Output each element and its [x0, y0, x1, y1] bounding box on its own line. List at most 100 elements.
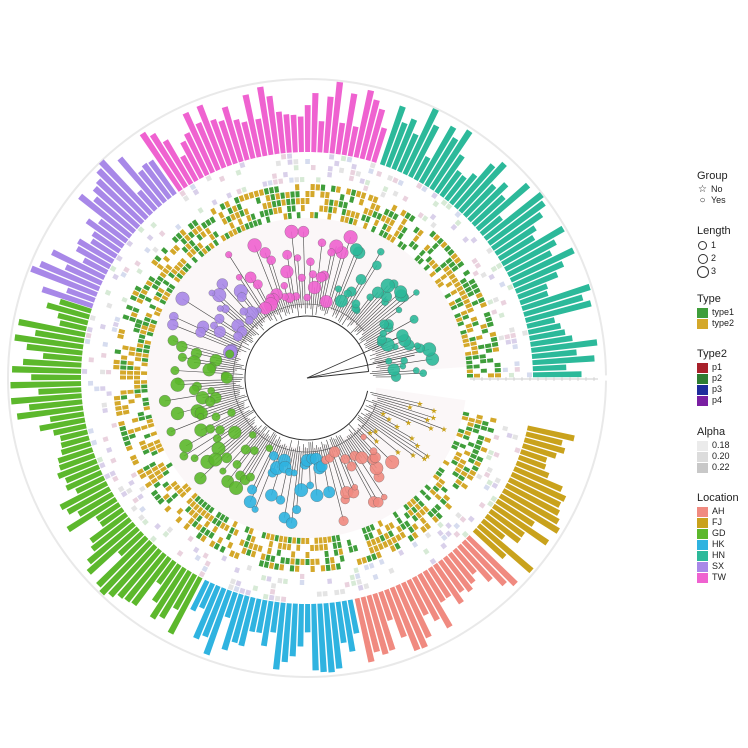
- tree-branch: [338, 436, 374, 503]
- alpha-cell: [490, 265, 498, 273]
- type-cell: [200, 230, 207, 238]
- type-cell: [389, 236, 397, 244]
- type-cell: [375, 551, 382, 559]
- alpha-cell: [346, 156, 353, 163]
- type-cell: [270, 533, 275, 541]
- type-cell: [208, 233, 216, 241]
- alpha-cell: [310, 165, 316, 171]
- type-cell: [462, 434, 470, 441]
- tip-circle: [195, 327, 206, 338]
- type-cell: [490, 336, 498, 343]
- location-bar: [389, 586, 421, 652]
- type-cell: [186, 251, 194, 259]
- alpha-cell: [350, 580, 357, 587]
- location-bar: [323, 96, 334, 154]
- type-cell: [278, 535, 284, 543]
- type-cell: [196, 242, 204, 250]
- tree-branch: [331, 288, 339, 310]
- location-bar: [359, 99, 380, 160]
- type-cell: [142, 353, 149, 358]
- location-bar: [172, 573, 198, 611]
- alpha-cell: [179, 190, 187, 197]
- alpha-cell: [502, 367, 508, 373]
- type-cell: [384, 217, 392, 225]
- tip-circle: [308, 270, 317, 279]
- alpha-cell: [397, 179, 404, 187]
- alpha-cell: [194, 554, 202, 562]
- alpha-cell: [445, 522, 452, 529]
- type-cell: [365, 215, 371, 223]
- tip-circle: [233, 331, 243, 342]
- tree-branch: [357, 418, 399, 453]
- type-cell: [203, 520, 211, 528]
- alpha-cell: [282, 171, 288, 178]
- type-cell: [141, 371, 148, 375]
- location-bar: [532, 371, 582, 378]
- tree-branch: [294, 440, 299, 473]
- alpha-cell: [299, 177, 305, 183]
- type-cell: [168, 283, 176, 290]
- type-cell: [257, 545, 263, 553]
- alpha-cell: [402, 195, 409, 202]
- type-cell: [128, 433, 136, 440]
- location-bar: [479, 215, 503, 236]
- type-cell: [195, 523, 203, 531]
- type-cell: [224, 200, 231, 208]
- type-cell: [420, 525, 428, 533]
- star-icon: ★: [380, 410, 387, 419]
- alpha-cell: [132, 496, 139, 504]
- type-cell: [466, 369, 473, 374]
- type-cell: [448, 300, 456, 307]
- type-cell: [212, 230, 220, 238]
- location-bar: [57, 447, 94, 464]
- type-cell: [234, 211, 241, 219]
- location-bar: [490, 211, 544, 251]
- alpha-cell: [498, 281, 506, 288]
- tip-circle: [338, 515, 349, 526]
- type-cell: [142, 464, 151, 472]
- tree-branch: [372, 410, 390, 420]
- alpha-cell: [102, 436, 109, 443]
- alpha-cell: [234, 567, 240, 574]
- type-cell: [472, 320, 479, 327]
- type-cell: [255, 197, 261, 204]
- location-bar: [323, 602, 335, 673]
- type-cell: [287, 212, 292, 220]
- location-bar: [480, 518, 506, 540]
- type-cell: [417, 229, 424, 237]
- type-cell: [173, 264, 181, 272]
- type-cell: [208, 506, 215, 514]
- type-cell: [200, 534, 207, 543]
- legend-type2-label: p2: [712, 373, 723, 383]
- tree-branch: [365, 399, 445, 430]
- location-bar: [417, 572, 453, 629]
- tip-circle: [221, 452, 233, 464]
- type-cell: [257, 218, 263, 226]
- type-cell: [141, 362, 148, 367]
- type-cell: [197, 498, 205, 506]
- alpha-cell: [490, 495, 498, 503]
- alpha-cell: [123, 266, 130, 273]
- location-bar: [401, 581, 432, 639]
- location-bar: [82, 257, 109, 275]
- location-bar: [487, 200, 546, 246]
- tree-branch: [270, 260, 288, 314]
- legend-location-item: HN: [697, 550, 739, 561]
- type-cell: [329, 557, 335, 564]
- type-cell: [424, 494, 432, 501]
- type-cell: [157, 447, 165, 453]
- alpha-cell: [437, 529, 444, 537]
- type-cell: [305, 537, 310, 544]
- location-bar: [379, 105, 406, 166]
- location-bar: [218, 119, 238, 165]
- type-cell: [470, 283, 479, 290]
- alpha-cell: [158, 230, 166, 237]
- alpha-cell: [453, 530, 461, 538]
- tree-branch: [365, 413, 418, 446]
- type-cell: [140, 444, 148, 451]
- location-bar: [449, 173, 478, 206]
- alpha-cell: [102, 341, 109, 347]
- type-cell: [462, 282, 470, 289]
- type-cell: [136, 468, 145, 475]
- tip-circle: [194, 472, 207, 485]
